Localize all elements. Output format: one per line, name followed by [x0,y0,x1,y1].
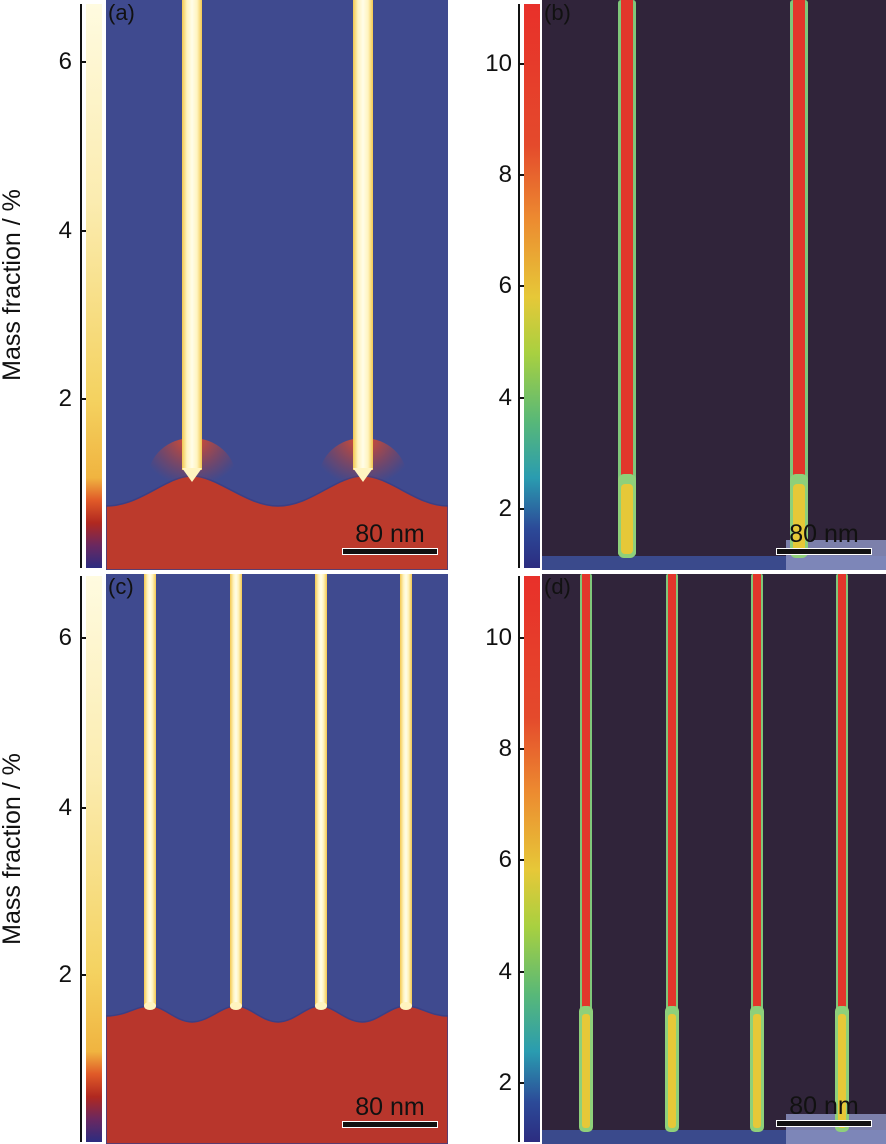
tickmark-a-6 [80,61,88,63]
tickmark-c-6 [80,637,88,639]
tickmark-d-10 [518,637,526,639]
tick-c-6: 6 [58,624,72,651]
tickmark-b-6 [518,285,526,287]
tick-d-4: 4 [498,958,512,985]
panel-label-c: (c) [108,574,134,599]
panel-d-image [542,574,886,1144]
y-axis-label-c: Mass fraction / % [0,753,26,945]
scalebar-line-d [776,1120,872,1127]
scalebar-line-c [342,1121,438,1128]
tick-b-2: 2 [498,495,512,522]
y-axis-line-a [80,4,82,568]
scalebar-text-b: 80 nm [789,520,859,548]
tickmark-c-2 [80,974,88,976]
tickmark-d-4 [518,971,526,973]
tick-a-6: 6 [58,48,72,75]
panel-a-image [106,0,448,570]
tickmark-b-10 [518,63,526,65]
tick-d-6: 6 [498,846,512,873]
scalebar-b: 80 nm [776,521,872,555]
y-axis-label-a: Mass fraction / % [0,189,26,381]
colorbar-c [86,576,102,1142]
tickmark-d-6 [518,859,526,861]
panel-label-d: (d) [544,574,571,599]
scalebar-c: 80 nm [342,1094,438,1128]
tickmark-a-4 [80,230,88,232]
simulation-panel-d: (d) 80 nm [542,574,886,1144]
panel-label-a: (a) [108,0,135,25]
tick-b-4: 4 [498,384,512,411]
tickmark-b-4 [518,397,526,399]
y-axis-line-c [80,576,82,1142]
tickmark-b-2 [518,508,526,510]
scalebar-text-a: 80 nm [355,520,425,548]
scalebar-a: 80 nm [342,521,438,555]
colorbar-a [86,4,102,568]
panel-b-image [542,0,886,570]
panel-c-image [106,574,448,1144]
scalebar-line-a [342,548,438,555]
tick-c-4: 4 [58,794,72,821]
tick-a-2: 2 [58,385,72,412]
tick-c-2: 2 [58,961,72,988]
tickmark-d-2 [518,1082,526,1084]
simulation-panel-b: (b) 80 nm [542,0,886,570]
tick-d-8: 8 [498,735,512,762]
tick-d-10: 10 [485,624,512,651]
scalebar-text-c: 80 nm [355,1093,425,1121]
tickmark-b-8 [518,174,526,176]
panel-label-b: (b) [544,0,571,25]
tick-a-4: 4 [58,217,72,244]
scalebar-line-b [776,548,872,555]
tickmark-a-2 [80,398,88,400]
tick-d-2: 2 [498,1069,512,1096]
simulation-panel-a: (a) 80 nm [106,0,448,570]
scalebar-text-d: 80 nm [789,1092,859,1120]
tickmark-c-4 [80,807,88,809]
simulation-panel-c: (c) 80 nm [106,574,448,1144]
colorbar-d [524,576,540,1142]
scalebar-d: 80 nm [776,1093,872,1127]
tick-b-6: 6 [498,272,512,299]
tickmark-d-8 [518,748,526,750]
colorbar-b [524,4,540,568]
tick-b-8: 8 [498,161,512,188]
tick-b-10: 10 [485,50,512,77]
